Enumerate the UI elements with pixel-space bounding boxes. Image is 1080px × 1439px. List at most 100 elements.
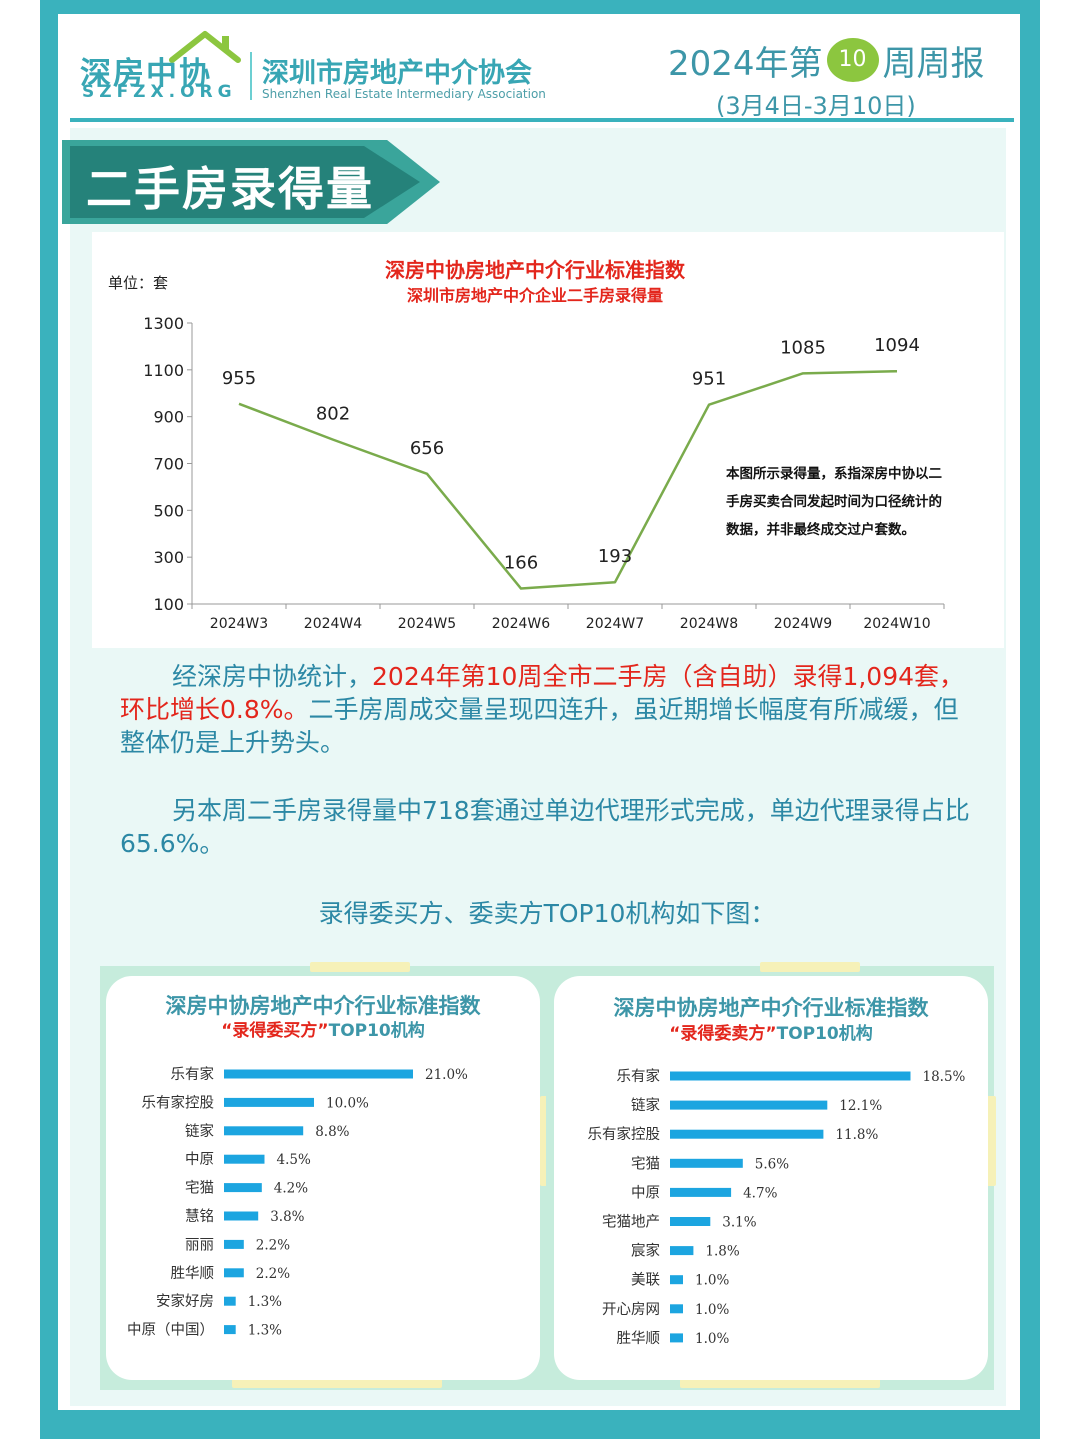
bar: [670, 1129, 824, 1139]
bar: [224, 1097, 314, 1107]
panel-tab: [760, 962, 860, 972]
buyer-top10-card: [106, 976, 540, 1380]
bar: [670, 1187, 732, 1197]
bar-category-label: 中原: [185, 1151, 214, 1168]
bar-category-label: 宅猫地产: [602, 1214, 660, 1231]
x-tick-label: 2024W7: [586, 616, 644, 632]
y-tick-label: 100: [153, 595, 184, 614]
x-tick-label: 2024W9: [774, 616, 832, 632]
x-tick-label: 2024W8: [680, 616, 738, 632]
x-tick-label: 2024W5: [398, 616, 456, 632]
seller-subtitle-quote: “录得委卖方”: [669, 1024, 777, 1044]
bar-value-label: 1.8%: [705, 1244, 739, 1260]
bar: [224, 1296, 236, 1306]
bar: [670, 1304, 683, 1314]
bar-category-label: 美联: [631, 1272, 660, 1289]
buyer-chart-subtitle: “录得委买方”TOP10机构: [106, 1016, 540, 1041]
line-chart-panel: [92, 232, 1004, 648]
summary-highlight: 2024年第10周全市二手房（含自助）录得1,094套，环比增长0.8%。: [120, 662, 965, 724]
bar-value-label: 5.6%: [755, 1156, 789, 1172]
bar: [670, 1071, 911, 1081]
summary-paragraph: 经深房中协统计，2024年第10周全市二手房（含自助）录得1,094套，环比增长…: [120, 660, 974, 759]
bar: [224, 1183, 262, 1193]
x-tick-label: 2024W10: [863, 616, 930, 632]
bar: [224, 1154, 265, 1164]
bar-value-label: 11.8%: [835, 1127, 878, 1143]
bar-category-label: 丽丽: [185, 1237, 214, 1253]
bar-category-label: 链家: [631, 1097, 660, 1114]
data-label: 1085: [780, 337, 826, 358]
logo-domain: SZFZX.ORG: [82, 82, 237, 102]
bar-category-label: 宅猫: [631, 1155, 660, 1172]
header-rule: [70, 118, 1014, 122]
seller-chart-title: 深房中协房地产中介行业标准指数: [613, 996, 929, 1020]
bar-category-label: 胜华顺: [617, 1330, 661, 1347]
bar-value-label: 1.0%: [695, 1331, 729, 1347]
bar-value-label: 1.3%: [248, 1294, 282, 1310]
section-title: 二手房录得量: [86, 162, 374, 216]
line-chart: 100 300 500 700 900 1100 1300 2024W3 2024W4 2024W…: [143, 314, 945, 632]
bar: [224, 1126, 304, 1136]
summary-intro: 经深房中协统计，: [172, 662, 373, 691]
bar-category-label: 中原（中国）: [127, 1322, 214, 1339]
bar: [224, 1239, 244, 1249]
bar-value-label: 3.8%: [270, 1209, 304, 1225]
bar-category-label: 链家: [185, 1123, 214, 1140]
bar-value-label: 1.0%: [695, 1302, 729, 1318]
bar-value-label: 4.2%: [274, 1181, 308, 1197]
logo-divider: [250, 52, 252, 100]
bar-value-label: 3.1%: [722, 1215, 756, 1231]
week-date-range: (3月4日-3月10日): [716, 92, 916, 120]
bar: [224, 1325, 236, 1335]
bar-category-label: 宸家: [631, 1243, 660, 1260]
data-label: 193: [598, 546, 632, 567]
data-label: 802: [316, 404, 350, 425]
section-banner-inner: [70, 146, 420, 218]
y-tick-label: 900: [153, 408, 184, 427]
panel-tab: [232, 1378, 442, 1388]
week-prefix: 2024年第: [668, 43, 823, 84]
data-label: 951: [692, 369, 726, 390]
panel-tab: [680, 1378, 880, 1388]
y-tick-label: 500: [153, 501, 184, 520]
data-label: 955: [222, 368, 256, 389]
bar: [224, 1268, 244, 1278]
series-line: [238, 369, 898, 590]
y-tick-label: 1300: [143, 314, 184, 333]
summary-trend: 二手房周成交量呈现四连升，虽近期增长幅度有所减缓，但整体仍是上升势头。: [120, 695, 959, 757]
bar-category-label: 开心房网: [602, 1301, 660, 1318]
chart-unit-label: 单位：套: [108, 274, 169, 292]
data-label: 166: [504, 553, 538, 574]
panel-tab: [540, 1096, 550, 1186]
data-label: 1094: [874, 335, 920, 356]
bar-value-label: 12.1%: [839, 1098, 882, 1114]
agency-paragraph: 另本周二手房录得量中718套通过单边代理形式完成，单边代理录得占比65.6%。: [120, 796, 970, 858]
data-label: 656: [410, 438, 444, 459]
seller-subtitle-tail: TOP10机构: [776, 1024, 873, 1044]
y-tick-label: 1100: [143, 361, 184, 380]
bar-category-label: 乐有家: [617, 1068, 661, 1085]
buyer-subtitle-quote: “录得委买方”: [221, 1021, 329, 1041]
house-roof-icon: [169, 31, 241, 63]
bar-value-label: 4.7%: [743, 1185, 777, 1201]
week-number-badge: 10: [826, 38, 879, 82]
bar: [670, 1246, 694, 1256]
bar-value-label: 8.8%: [315, 1124, 349, 1140]
x-tick-label: 2024W3: [210, 616, 268, 632]
bar-value-label: 2.2%: [256, 1237, 290, 1253]
line-chart-title: 深房中协房地产中介行业标准指数: [385, 258, 685, 282]
bar: [224, 1069, 413, 1079]
bar: [670, 1100, 828, 1110]
logo-chinese: 深房中协: [80, 56, 212, 92]
seller-chart-subtitle: “录得委卖方”TOP10机构: [554, 1019, 988, 1044]
bar-category-label: 乐有家控股: [588, 1126, 661, 1143]
weekly-report-title: 2024年第 10 周周报: [668, 38, 985, 84]
bar-value-label: 10.0%: [326, 1095, 369, 1111]
bar: [224, 1211, 259, 1221]
buyer-bar-chart: 乐有家 21.0% 乐有家控股 10.0% 链家 8.8% 中原 4.5% 宅猫 4.2% 慧铭 3.…: [127, 1066, 468, 1339]
org-name-chinese: 深圳市房地产中介协会: [262, 58, 532, 89]
chart-footnote: 本图所示录得量，系指深房中协以二手房买卖合同发起时间为口径统计的数据，并非最终成…: [726, 466, 942, 538]
buyer-subtitle-tail: TOP10机构: [328, 1021, 425, 1041]
bar-value-label: 21.0%: [425, 1067, 468, 1083]
seller-top10-card: [554, 976, 988, 1380]
